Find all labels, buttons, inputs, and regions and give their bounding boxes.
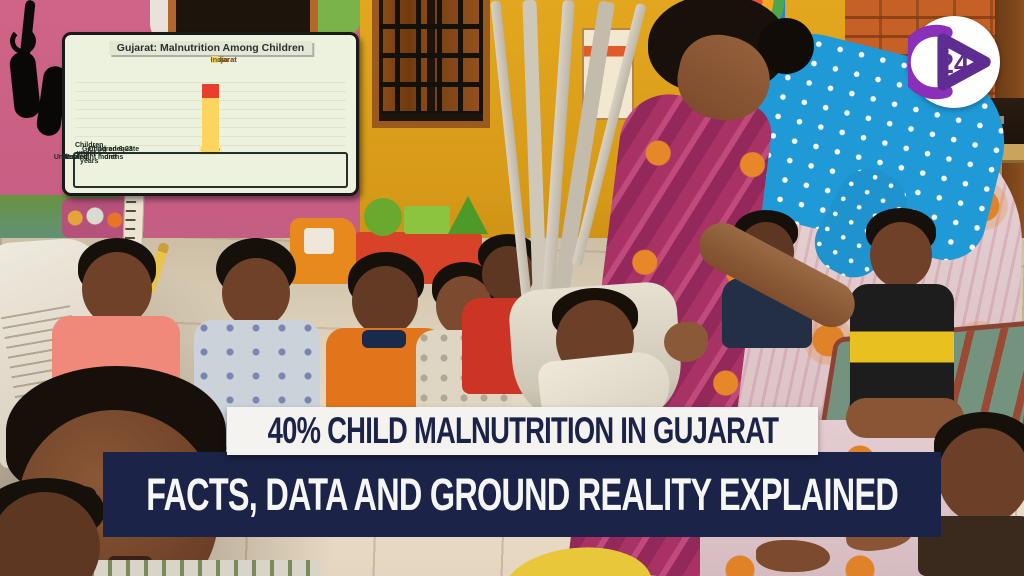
child-face [352, 266, 418, 336]
chart-title: Gujarat: Malnutrition Among Children [108, 41, 313, 55]
toddler-face [938, 428, 1024, 524]
child-face [82, 252, 152, 326]
news24-logo: 24 [908, 16, 1000, 108]
woman-hair-bun [758, 18, 814, 74]
axis-category-label: Underweight [53, 154, 97, 161]
hanging-scale-hook [10, 28, 36, 54]
play-24-icon: 24 [908, 24, 991, 100]
title-banner: 40% CHILD MALNUTRITION IN GUJARAT [227, 407, 818, 455]
chart-x-axis: Getting adequate diet Children 6-23 mont… [54, 142, 348, 188]
foreground-plaid-shirt [40, 560, 320, 576]
polo-collar [362, 330, 406, 348]
mural-circle-shape [364, 198, 402, 236]
truck-window [304, 228, 334, 254]
legend-label-gujarat: Gujarat [210, 54, 237, 64]
svg-text:24: 24 [939, 48, 970, 79]
child-face [870, 222, 932, 288]
axis-category-label: Wasted [62, 154, 88, 161]
mural-triangle-shape [448, 196, 488, 234]
child-face [222, 258, 290, 328]
woman-foot [756, 540, 830, 572]
subtitle-text: FACTS, DATA AND GROUND REALITY EXPLAINED [146, 468, 899, 520]
barred-window [372, 0, 490, 128]
title-text: 40% CHILD MALNUTRITION IN GUJARAT [267, 410, 778, 451]
woman-hand [664, 322, 708, 362]
mural-rect-shape [404, 206, 450, 234]
axis-category-label: Stunted [61, 154, 89, 161]
legend-swatch-india [210, 55, 218, 63]
subtitle-banner: FACTS, DATA AND GROUND REALITY EXPLAINED [103, 452, 941, 537]
window-bars [379, 0, 483, 114]
axis-sublabel: Children 6-23 months [88, 145, 133, 161]
axis-sublabel: Children under 5 years [75, 141, 104, 166]
malnutrition-chart: Gujarat: Malnutrition Among Children Guj… [54, 32, 359, 196]
legend-label-india: India [210, 54, 229, 64]
bar [202, 97, 219, 155]
axis-category-label: Getting adequate diet [81, 145, 140, 161]
vegetable-mural [62, 198, 128, 238]
chart-plot: 5.9%11.3%39.0%35.5%25.1%19.3%39.7%32.1% [75, 75, 346, 155]
